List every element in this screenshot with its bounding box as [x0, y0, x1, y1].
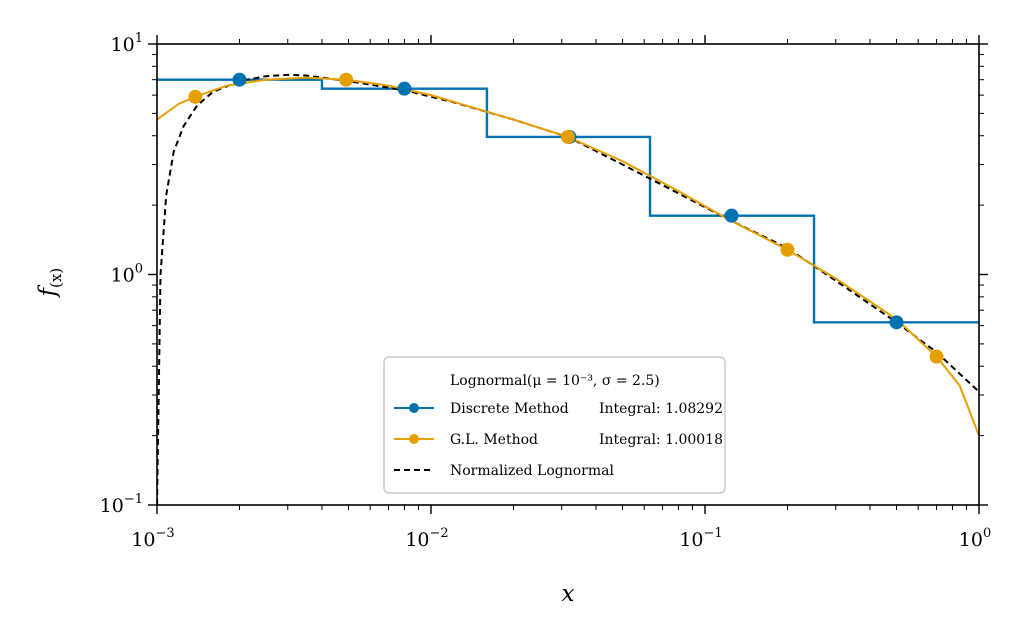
gl-point: [780, 242, 795, 257]
discrete-step-line: [157, 78, 979, 324]
x-tick-label: 100: [959, 526, 991, 551]
discrete-point: [397, 81, 412, 96]
gl-point: [188, 89, 203, 104]
legend-label-discrete: Discrete Method: [450, 401, 569, 417]
x-tick-label: 10−2: [405, 526, 448, 551]
legend-box: [383, 356, 726, 494]
x-tick-label: 10−1: [679, 526, 722, 551]
x-tick-label: 10−3: [131, 526, 174, 551]
x-axis-label: x: [562, 581, 575, 607]
y-tick-label: 10−1: [100, 492, 143, 517]
chart-marks: [157, 72, 979, 505]
y-tick-label: 101: [111, 31, 143, 56]
chart-axes: [148, 35, 988, 514]
chart-labels: 10−3 10−2 10−1 100 10−1 100 101 x f(x): [35, 31, 991, 607]
legend-label-normalized: Normalized Lognormal: [450, 463, 614, 479]
legend-handle-discrete: [394, 403, 434, 413]
discrete-point: [889, 315, 904, 330]
gl-point: [560, 129, 575, 144]
y-tick-label: 100: [111, 262, 143, 287]
legend-title: Lognormal(μ = 10⁻³, σ = 2.5): [450, 373, 660, 389]
discrete-point: [232, 72, 247, 87]
legend-label-gl: G.L. Method: [450, 432, 538, 448]
y-axis-label: f(x): [35, 268, 65, 299]
gl-point: [339, 72, 354, 87]
legend-handle-gl: [394, 434, 434, 444]
gl-point: [929, 349, 944, 364]
legend-integral-discrete: Integral: 1.08292: [599, 401, 723, 417]
discrete-point: [724, 208, 739, 223]
legend-integral-gl: Integral: 1.00018: [599, 432, 723, 448]
normalized-lognormal-line: [157, 73, 979, 505]
chart-legend: Lognormal(μ = 10⁻³, σ = 2.5) Discrete Met…: [383, 356, 726, 494]
